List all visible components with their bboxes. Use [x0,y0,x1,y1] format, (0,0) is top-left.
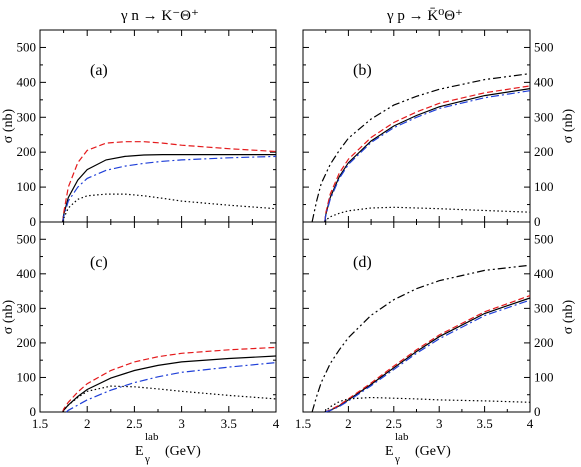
series-line-dashed [324,85,531,223]
series-line-solid [62,355,277,413]
series-line-solid [62,154,276,223]
xlabel-left: E γ lab (GeV) [135,431,201,465]
y-tick-label: 100 [17,179,37,194]
y-tick-label: 300 [534,300,554,315]
y-tick-label: 100 [534,369,554,384]
y-tick-label: 0 [534,404,541,419]
svg-text:lab: lab [145,431,159,443]
y-tick-label: 0 [30,214,37,229]
x-tick-label: 3.5 [476,416,492,431]
panel-b: 0 100 200 300 400 500 σ (nb) (b) [302,29,576,229]
series-line-dashed [324,295,531,413]
panel-c: 1.5 2 2.5 3 3.5 4 0 100 200 300 400 500 σ (nb) (c) [1,221,280,431]
x-tick-label: 1.5 [32,416,48,431]
panel-tag: (b) [353,62,372,79]
svg-text:(GeV): (GeV) [415,444,451,459]
series-line-dotted [324,206,531,223]
y-axis-label: σ (nb) [561,299,576,334]
y-tick-label: 0 [30,404,37,419]
y-tick-label: 300 [534,109,554,124]
x-tick-label: 3 [436,416,443,431]
y-tick-label: 500 [534,231,554,246]
series-line-dashdot [62,155,277,223]
series-line-dashed [62,346,277,413]
y-tick-label: 400 [17,266,37,281]
svg-text:E: E [385,444,394,459]
panel-tag: (a) [90,62,108,79]
y-tick-label: 200 [534,335,554,350]
plot-frame [302,221,531,413]
series-line-dashdot [324,90,531,223]
x-tick-label: 2 [345,416,352,431]
x-tick-label: 3.5 [221,416,237,431]
series-line-dashed [62,141,277,223]
y-tick-label: 0 [534,214,541,229]
y-tick-label: 500 [17,39,37,54]
x-tick-label: 4 [527,416,534,431]
x-tick-label: 2 [84,416,91,431]
svg-text:E: E [135,444,144,459]
plot-frame [39,29,277,223]
series-line-dotted [62,385,277,413]
y-tick-label: 300 [17,300,37,315]
series-line-dashdot [324,299,531,413]
x-tick-label: 4 [273,416,280,431]
y-tick-label: 300 [17,109,37,124]
series-line-solid [324,297,531,413]
series-line-solid [324,88,531,223]
y-tick-label: 100 [534,179,554,194]
series-line-dashdotdot [311,73,531,223]
y-axis-label: σ (nb) [561,108,576,143]
y-tick-label: 200 [17,335,37,350]
x-tick-label: 3 [178,416,185,431]
panel-d: 1.5 2 2.5 3 3.5 40 100 200 300 400 500 σ (nb) (d) [295,221,576,431]
x-tick-label: 1.5 [295,416,311,431]
y-tick-label: 500 [17,231,37,246]
svg-text:lab: lab [395,431,409,443]
panel-a: 0 100 200 300 400 500 σ (nb) (a) [1,29,277,229]
y-tick-label: 500 [534,39,554,54]
series-line-dotted [324,396,531,413]
plot-frame [302,29,531,223]
xlabel-right: E γ lab (GeV) [385,431,451,465]
y-axis-label: σ (nb) [1,108,16,143]
y-axis-label: σ (nb) [1,299,16,334]
svg-text:γ: γ [394,453,400,465]
y-tick-label: 200 [534,144,554,159]
title-right: γ p → K̄⁰Θ⁺ [386,8,463,24]
title-left: γ n → K⁻Θ⁺ [120,8,199,24]
x-tick-label: 2.5 [386,416,402,431]
y-tick-label: 400 [534,74,554,89]
y-tick-label: 100 [17,369,37,384]
series-line-dashdot [65,362,277,413]
y-tick-label: 400 [534,266,554,281]
svg-text:γ: γ [144,453,150,465]
panel-tag: (d) [353,254,372,271]
plot-frame [39,221,277,413]
series-line-dashdotdot [311,264,531,413]
x-tick-label: 2.5 [126,416,142,431]
series-line-dotted [62,193,277,223]
panel-tag: (c) [90,254,108,271]
svg-text:(GeV): (GeV) [165,444,201,459]
y-tick-label: 200 [17,144,37,159]
y-tick-label: 400 [17,74,37,89]
